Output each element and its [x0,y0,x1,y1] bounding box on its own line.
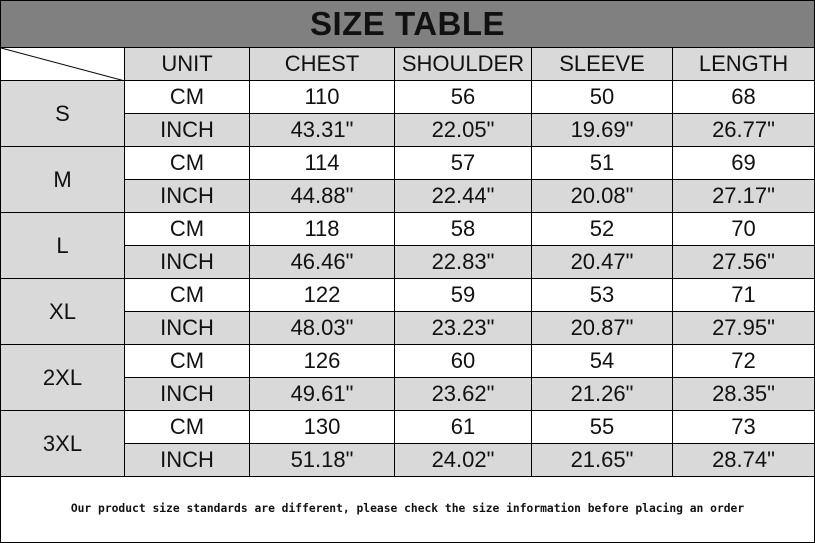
value-cell: 20.47" [532,246,673,279]
value-cell: 69 [673,147,814,180]
unit-inch: INCH [125,246,250,279]
value-cell: 21.26" [532,378,673,411]
unit-cm: CM [125,81,250,114]
value-cell: 52 [532,213,673,246]
diagonal-line [1,48,125,81]
unit-inch: INCH [125,114,250,147]
unit-inch: INCH [125,444,250,477]
value-cell: 68 [673,81,814,114]
size-label: 2XL [1,345,125,411]
unit-inch: INCH [125,378,250,411]
value-cell: 27.95" [673,312,814,345]
value-cell: 23.23" [395,312,532,345]
value-cell: 73 [673,411,814,444]
value-cell: 24.02" [395,444,532,477]
value-cell: 22.83" [395,246,532,279]
value-cell: 126 [250,345,395,378]
value-cell: 122 [250,279,395,312]
unit-cm: CM [125,213,250,246]
value-cell: 22.05" [395,114,532,147]
value-cell: 60 [395,345,532,378]
header-sleeve: SLEEVE [532,48,673,81]
value-cell: 53 [532,279,673,312]
footer-note: Our product size standards are different… [70,502,745,515]
value-cell: 130 [250,411,395,444]
value-cell: 58 [395,213,532,246]
table-title: SIZE TABLE [1,1,814,48]
value-cell: 23.62" [395,378,532,411]
value-cell: 27.17" [673,180,814,213]
value-cell: 48.03" [250,312,395,345]
header-length: LENGTH [673,48,814,81]
size-label: 3XL [1,411,125,477]
header-chest: CHEST [250,48,395,81]
unit-cm: CM [125,147,250,180]
unit-inch: INCH [125,312,250,345]
value-cell: 55 [532,411,673,444]
size-label: S [1,81,125,147]
value-cell: 51 [532,147,673,180]
value-cell: 19.69" [532,114,673,147]
size-label: XL [1,279,125,345]
unit-cm: CM [125,411,250,444]
value-cell: 28.35" [673,378,814,411]
size-label: L [1,213,125,279]
value-cell: 59 [395,279,532,312]
value-cell: 61 [395,411,532,444]
header-unit: UNIT [125,48,250,81]
value-cell: 71 [673,279,814,312]
value-cell: 57 [395,147,532,180]
value-cell: 27.56" [673,246,814,279]
value-cell: 50 [532,81,673,114]
value-cell: 43.31" [250,114,395,147]
unit-cm: CM [125,345,250,378]
value-cell: 20.87" [532,312,673,345]
value-cell: 28.74" [673,444,814,477]
value-cell: 51.18" [250,444,395,477]
value-cell: 110 [250,81,395,114]
header-shoulder: SHOULDER [395,48,532,81]
value-cell: 118 [250,213,395,246]
value-cell: 44.88" [250,180,395,213]
unit-cm: CM [125,279,250,312]
value-cell: 49.61" [250,378,395,411]
value-cell: 72 [673,345,814,378]
value-cell: 46.46" [250,246,395,279]
size-label: M [1,147,125,213]
size-table: UNIT CHEST SHOULDER SLEEVE LENGTH S CM 110 56 50 6… [1,48,814,477]
corner-cell [1,48,125,81]
value-cell: 70 [673,213,814,246]
value-cell: 56 [395,81,532,114]
value-cell: 22.44" [395,180,532,213]
value-cell: 26.77" [673,114,814,147]
unit-inch: INCH [125,180,250,213]
value-cell: 20.08" [532,180,673,213]
value-cell: 21.65" [532,444,673,477]
value-cell: 114 [250,147,395,180]
value-cell: 54 [532,345,673,378]
